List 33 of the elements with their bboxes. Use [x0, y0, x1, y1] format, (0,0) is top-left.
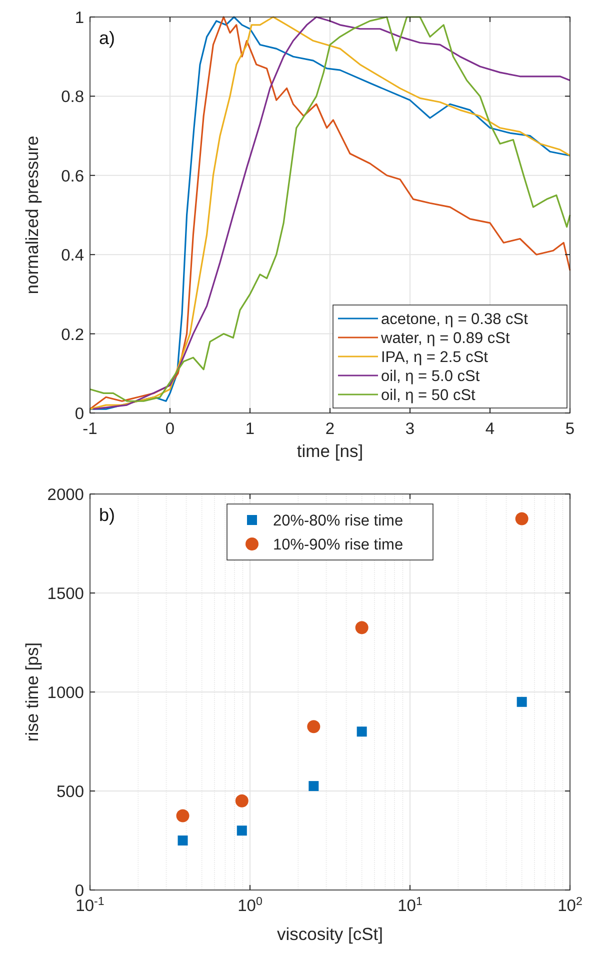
- y-tick-label: 0.8: [61, 88, 84, 106]
- legend-label: IPA, η = 2.5 cSt: [381, 349, 489, 366]
- x-tick-label: 10$^{0}$: [238, 896, 262, 915]
- x-tick-label: 3: [405, 420, 415, 438]
- legend-label: oil, η = 5.0 cSt: [381, 368, 480, 385]
- legend-label: 10%-90% rise time: [273, 536, 404, 554]
- y-tick-label: 1: [74, 9, 84, 27]
- legend-label: 20%-80% rise time: [273, 512, 404, 530]
- y-tick-label: 2000: [47, 486, 84, 504]
- annotation: b): [99, 505, 116, 525]
- x-tick-label: 4: [485, 420, 495, 438]
- x-tick-label: 10$^{2}$: [558, 896, 582, 915]
- legend-label: water, η = 0.89 cSt: [380, 330, 511, 347]
- y-tick-label: 1000: [47, 684, 84, 702]
- annotation: a): [99, 28, 116, 48]
- x-tick-label: 10$^{1}$: [398, 896, 422, 915]
- y-tick-label: 0.4: [61, 246, 84, 265]
- y-tick-label: 0: [74, 405, 84, 423]
- y-tick-label: 1500: [47, 585, 84, 603]
- x-tick-label: 1: [245, 420, 255, 438]
- x-tick-label: 0: [165, 420, 175, 438]
- y-axis-title: normalized pressure: [22, 136, 42, 294]
- x-tick-label: -1: [82, 420, 98, 438]
- y-tick-label: 0.6: [61, 167, 84, 186]
- x-tick-label: 5: [565, 420, 575, 438]
- x-tick-label: 2: [325, 420, 335, 438]
- x-axis-title: viscosity [cSt]: [277, 924, 383, 944]
- legend-label: acetone, η = 0.38 cSt: [381, 311, 529, 328]
- legend-label: oil, η = 50 cSt: [381, 387, 476, 404]
- x-axis-title: time [ns]: [296, 441, 364, 461]
- y-tick-label: 500: [56, 783, 84, 801]
- y-tick-label: 0.2: [61, 326, 84, 344]
- y-axis-title: rise time [ps]: [22, 642, 42, 742]
